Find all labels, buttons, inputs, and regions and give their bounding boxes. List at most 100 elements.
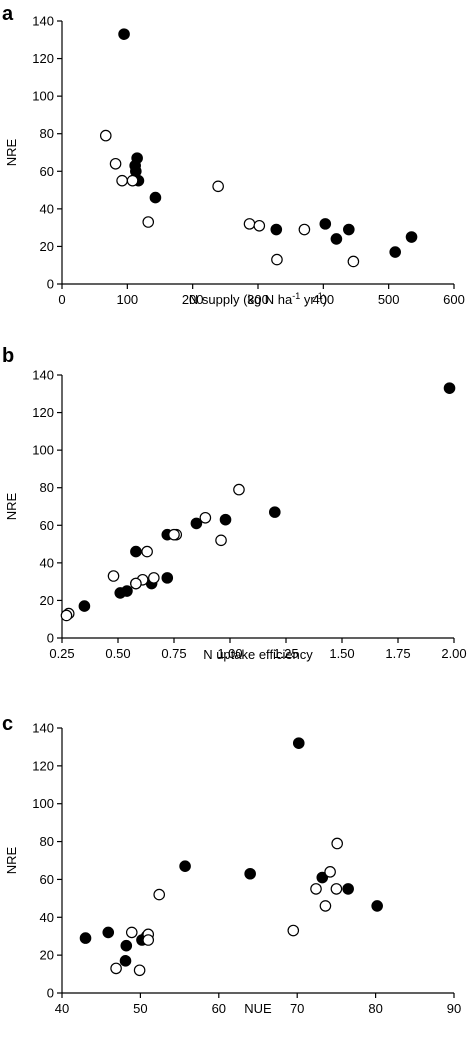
data-point-filled [102,926,115,939]
data-point-filled [118,28,130,40]
y-tick-label: 40 [40,201,54,216]
data-point-filled [149,191,162,204]
data-point-filled [119,955,132,967]
data-point-filled [219,513,232,526]
data-point-filled [343,223,355,236]
y-tick-label: 120 [32,51,54,66]
data-point-filled [130,545,142,558]
data-point-open [298,223,311,236]
data-point-open [130,577,142,590]
x-tick-label: 90 [447,1001,461,1016]
data-point-open [271,253,283,266]
x-tick-label: 200 [182,292,204,307]
x-tick-label: 60 [212,1001,226,1016]
data-point-open [330,883,343,895]
y-tick-label: 100 [32,443,54,458]
data-point-filled [330,233,343,245]
x-axis-title-superscript: -1 [315,291,323,301]
panel-c: c 0 20 40 60 80 100 120 140 40 50 60 70 80 90 NRE NUE [2,713,461,1016]
y-tick-label: 20 [40,948,54,963]
x-tick-label: 40 [55,1001,69,1016]
data-point-filled [443,382,456,394]
x-tick-label: 0.50 [105,646,130,661]
data-point-filled [270,223,283,236]
y-tick-label: 60 [40,164,54,179]
panel-a: a 0 20 40 60 80 100 120 140 0 100 200 300 400 500 600 N… [2,3,465,307]
x-tick-label: 600 [443,292,465,307]
panel-b: b 0 20 40 60 80 100 120 140 0.25 0.50 0.75 1.00 1.25… [2,345,467,662]
data-point-open [142,216,155,228]
data-point-open [347,255,360,268]
x-axis-title-superscript: -1 [292,291,300,301]
x-axis-title-part: yr [300,292,315,307]
panel-letter-c: c [2,713,13,735]
data-point-open [109,157,122,170]
data-point-open [215,534,227,547]
y-tick-label: 100 [32,89,54,104]
y-tick-label: 140 [32,721,54,736]
data-point-filled [371,900,383,912]
panel-letter-b: b [2,345,14,367]
data-point-filled [179,860,191,872]
data-point-open [310,883,322,895]
y-tick-label: 20 [40,239,54,254]
x-tick-label: 70 [290,1001,304,1016]
data-point-open [99,129,112,142]
y-axis-title: NRE [4,846,19,874]
x-tick-label: 50 [133,1001,147,1016]
y-tick-label: 140 [32,368,54,383]
y-tick-label: 0 [47,986,54,1001]
data-point-filled [244,867,256,880]
y-tick-label: 40 [40,555,54,570]
data-point-open [253,219,266,232]
data-point-filled [342,883,354,895]
y-tick-label: 60 [40,518,54,533]
x-tick-label: 1.25 [273,646,298,661]
x-tick-label: 80 [368,1001,382,1016]
data-point-open [153,888,166,901]
data-point-open [110,962,122,975]
y-tick-label: 0 [47,631,54,646]
panel-letter-a: a [2,3,14,25]
data-point-filled [78,600,91,612]
data-point-open [116,174,128,187]
data-point-open [141,545,153,558]
x-tick-label: 300 [247,292,269,307]
x-tick-label: 2.00 [441,646,466,661]
y-tick-label: 40 [40,910,54,925]
y-axis-title: NRE [4,138,19,166]
data-point-open [233,483,245,496]
x-tick-label: 500 [378,292,400,307]
data-point-open [125,926,138,939]
data-point-open [148,572,160,584]
data-point-filled [161,572,174,584]
data-point-open [319,900,332,912]
y-axis-title: NRE [4,492,19,520]
x-tick-label: 0.75 [161,646,186,661]
data-point-open [199,511,212,524]
data-point-filled [114,587,127,599]
data-point-open [60,609,73,622]
data-point-filled [190,517,203,530]
x-axis-title-part: ) [323,292,327,307]
x-tick-label: 1.50 [329,646,354,661]
data-point-open [324,866,336,878]
data-point-filled [405,231,418,243]
data-point-open [243,218,256,230]
x-tick-label: 1.75 [385,646,410,661]
data-point-open [126,174,139,187]
data-point-filled [316,871,329,884]
data-point-open [107,570,120,582]
data-point-open [287,924,300,937]
data-point-open [142,934,155,946]
data-point-filled [79,932,92,944]
data-point-filled [120,939,133,952]
y-tick-label: 100 [32,796,54,811]
y-tick-label: 80 [40,480,54,495]
x-axis-title: N supply (kg N ha-1 yr-1) [189,291,327,307]
x-tick-label: 0 [58,292,65,307]
x-tick-label: 400 [312,292,334,307]
data-point-filled [319,218,332,230]
data-point-filled [292,737,305,749]
